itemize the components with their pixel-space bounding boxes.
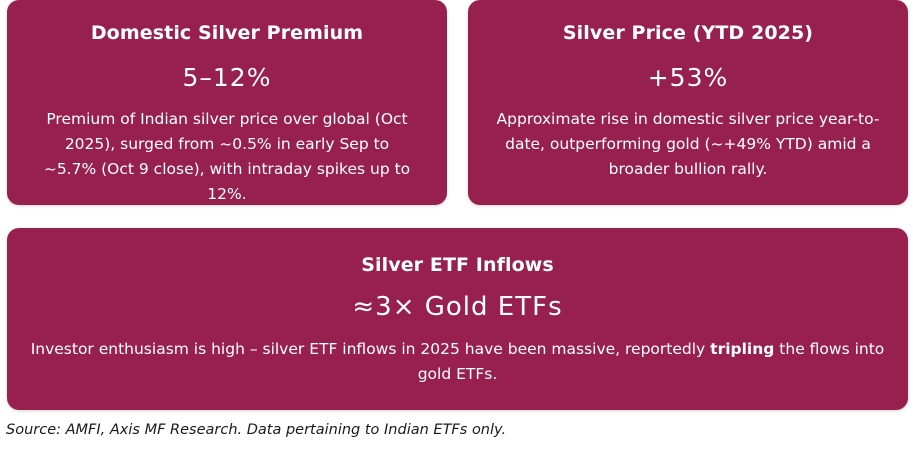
card-description: Investor enthusiasm is high – silver ETF… — [25, 337, 890, 387]
source-note: Source: AMFI, Axis MF Research. Data per… — [6, 422, 507, 438]
card-description: Approximate rise in domestic silver pric… — [496, 110, 880, 178]
card-description: Premium of Indian silver price over glob… — [43, 110, 411, 203]
card-value: 5–12% — [182, 63, 272, 92]
description-emphasis: tripling — [710, 340, 775, 358]
description-text: Investor enthusiasm is high – silver ETF… — [30, 340, 711, 358]
card-title: Silver ETF Inflows — [361, 254, 554, 276]
card-title: Domestic Silver Premium — [90, 22, 364, 44]
card-domestic-silver-premium: Domestic Silver Premium 5–12% Premium of… — [7, 0, 447, 205]
card-value: +53% — [647, 63, 729, 92]
card-value: ≈3× Gold ETFs — [352, 292, 563, 322]
card-silver-price-ytd: Silver Price (YTD 2025) +53% Approximate… — [468, 0, 908, 205]
description-text: the flows into gold ETFs. — [417, 340, 885, 383]
card-silver-etf-inflows: Silver ETF Inflows ≈3× Gold ETFs Investo… — [7, 228, 908, 410]
card-title: Silver Price (YTD 2025) — [562, 22, 814, 44]
